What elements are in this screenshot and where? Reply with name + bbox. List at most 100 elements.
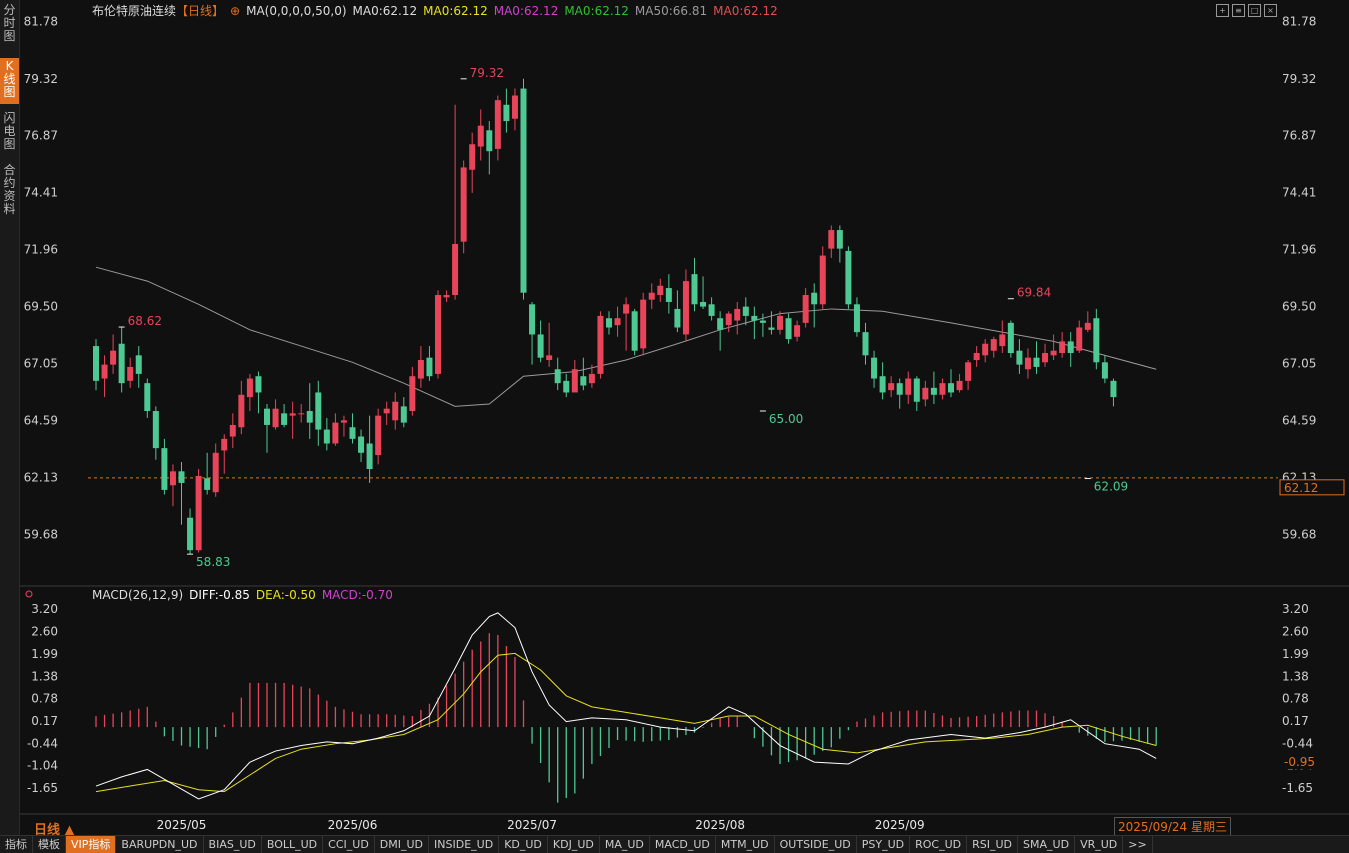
- y-tick-left: 69.50: [24, 300, 58, 314]
- macd-y-tick-right: 2.60: [1282, 624, 1309, 638]
- sidebar-tab-0[interactable]: 分时图: [3, 3, 16, 43]
- y-tick-right: 79.32: [1282, 72, 1316, 86]
- list-icon[interactable]: ≡: [1232, 4, 1245, 17]
- candle-body: [503, 104, 510, 122]
- candle-body: [1042, 353, 1049, 363]
- candle-body: [340, 420, 347, 423]
- macd-y-tick-left: 0.17: [31, 714, 58, 728]
- ma-items: MA0:62.12 MA0:62.12 MA0:62.12 MA0:62.12 MA50…: [353, 4, 784, 18]
- candle-body: [323, 429, 330, 444]
- settings-circle-icon[interactable]: ⊕: [230, 4, 241, 18]
- macd-y-tick-left: 1.99: [31, 647, 58, 661]
- annotation-label: 68.62: [128, 314, 162, 328]
- current-date-label: 2025/09/24 星期三: [1114, 817, 1231, 836]
- period-selector[interactable]: 日线 ▲: [34, 823, 75, 838]
- candle-body: [836, 230, 843, 249]
- x-tick-label: 2025/06: [328, 818, 378, 832]
- indicator-tab-9[interactable]: KD_UD: [499, 836, 548, 853]
- candle-body: [862, 332, 869, 356]
- indicator-tab-15[interactable]: PSY_UD: [857, 836, 911, 853]
- candle-body: [229, 424, 236, 437]
- candle-body: [298, 413, 305, 415]
- indicator-tab-18[interactable]: SMA_UD: [1018, 836, 1076, 853]
- y-tick-left: 64.59: [24, 414, 58, 428]
- candle-body: [571, 369, 578, 393]
- indicator-tab-19[interactable]: VR_UD: [1075, 836, 1124, 853]
- candle-body: [708, 304, 715, 316]
- indicator-tab-4[interactable]: BIAS_UD: [204, 836, 262, 853]
- macd-y-tick-right: 1.38: [1282, 669, 1309, 683]
- candle-body: [349, 427, 356, 439]
- period-tag[interactable]: 【日线】: [176, 4, 225, 18]
- sidebar-tab-3[interactable]: 合约资料: [3, 163, 16, 216]
- indicator-tab-3[interactable]: BARUPDN_UD: [116, 836, 204, 853]
- macd-y-tick-right: -1.65: [1282, 781, 1313, 795]
- candle-body: [1067, 341, 1074, 354]
- candle-body: [939, 383, 946, 395]
- candle-body: [195, 475, 202, 551]
- candle-body: [511, 95, 518, 119]
- indicator-tab-2[interactable]: VIP指标: [66, 836, 117, 853]
- candle-body: [725, 313, 732, 326]
- candle-body: [819, 255, 826, 305]
- indicator-tab-1[interactable]: 模板: [33, 836, 66, 853]
- ma-item-5: MA0:62.12: [713, 4, 778, 18]
- candle-body: [426, 357, 433, 377]
- candle-body: [178, 471, 185, 483]
- indicator-tab-11[interactable]: MA_UD: [600, 836, 650, 853]
- candle-body: [742, 306, 749, 316]
- sidebar-tab-2[interactable]: 闪电图: [3, 111, 16, 151]
- candle-body: [392, 401, 399, 421]
- candle-body: [922, 387, 929, 400]
- indicator-tab-14[interactable]: OUTSIDE_UD: [775, 836, 857, 853]
- indicator-tab-6[interactable]: CCI_UD: [323, 836, 375, 853]
- candle-body: [477, 125, 484, 147]
- candle-body: [1076, 327, 1083, 351]
- candle-body: [486, 130, 493, 152]
- ma-item-4: MA50:66.81: [634, 4, 708, 18]
- candle-body: [289, 413, 296, 416]
- indicator-tab-10[interactable]: KDJ_UD: [548, 836, 600, 853]
- restore-icon[interactable]: □: [1248, 4, 1261, 17]
- candle-body: [135, 355, 142, 374]
- candle-body: [1033, 357, 1040, 367]
- indicator-tab-7[interactable]: DMI_UD: [375, 836, 430, 853]
- candle-body: [1050, 350, 1057, 356]
- candle-body: [332, 422, 339, 444]
- macd-y-tick-left: -1.65: [27, 781, 58, 795]
- indicator-tab-16[interactable]: ROC_UD: [910, 836, 968, 853]
- y-tick-left: 74.41: [24, 186, 58, 200]
- macd-current-label: -0.95: [1284, 755, 1315, 769]
- candle-body: [580, 376, 587, 386]
- expand-icon[interactable]: +: [1216, 4, 1229, 17]
- close-icon[interactable]: ×: [1264, 4, 1277, 17]
- candle-body: [383, 408, 390, 414]
- indicator-tab-0[interactable]: 指标: [0, 836, 33, 853]
- candle-body: [828, 230, 835, 249]
- candle-body: [152, 411, 159, 449]
- candle-body: [246, 378, 253, 398]
- candle-body: [187, 517, 194, 551]
- x-tick-label: 2025/08: [695, 818, 745, 832]
- current-price-box: [1279, 479, 1345, 496]
- indicator-tab-8[interactable]: INSIDE_UD: [429, 836, 500, 853]
- indicator-tab-17[interactable]: RSI_UD: [967, 836, 1019, 853]
- current-price-label: 62.12: [1284, 481, 1318, 495]
- indicator-tab-20[interactable]: >>: [1123, 836, 1153, 853]
- ma-params[interactable]: MA(0,0,0,0,50,0): [246, 4, 347, 18]
- candle-body: [853, 304, 860, 333]
- indicator-tab-5[interactable]: BOLL_UD: [262, 836, 324, 853]
- annotation-label: 65.00: [769, 412, 803, 426]
- indicator-tab-12[interactable]: MACD_UD: [650, 836, 716, 853]
- ma-item-0: MA0:62.12: [352, 4, 418, 18]
- candle-body: [734, 308, 741, 321]
- candle-body: [777, 315, 783, 330]
- candle-body: [417, 359, 424, 379]
- candle-body: [930, 387, 937, 395]
- candle-body: [443, 295, 450, 298]
- indicator-tab-13[interactable]: MTM_UD: [716, 836, 775, 853]
- candle-body: [631, 311, 638, 351]
- sidebar-tab-1[interactable]: K线图: [0, 58, 19, 104]
- y-tick-right: 76.87: [1282, 129, 1316, 143]
